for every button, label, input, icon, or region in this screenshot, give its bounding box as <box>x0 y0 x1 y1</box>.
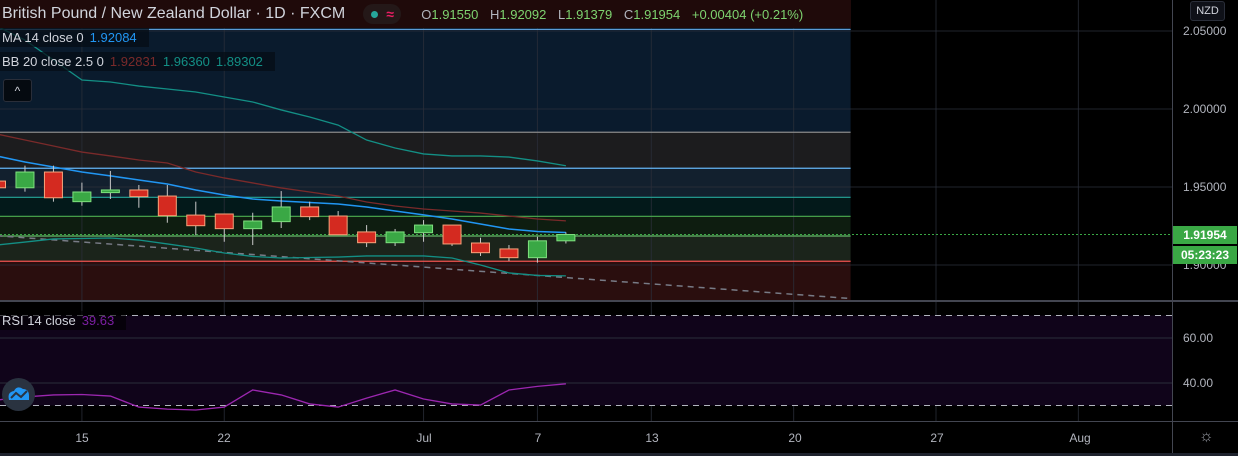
candle-down <box>300 206 320 218</box>
candle-up <box>556 234 576 242</box>
bb-label: BB 20 close 2.5 0 <box>2 54 104 69</box>
collapse-legend-button[interactable]: ^ <box>3 79 32 102</box>
wave-icon: ≈ <box>386 6 394 22</box>
price-label: 1.95000 <box>1183 180 1227 194</box>
green-dot-icon <box>371 10 379 18</box>
price-label: 2.00000 <box>1183 102 1227 116</box>
bb-legend[interactable]: BB 20 close 2.5 0 1.92831 1.96360 1.89302 <box>0 52 275 71</box>
currency-button[interactable]: NZD <box>1190 1 1225 21</box>
candle-up <box>271 206 291 223</box>
high-value: 1.92092 <box>499 6 547 22</box>
fib-zone <box>0 132 851 169</box>
bb-basis-value: 1.92831 <box>109 54 157 69</box>
candle-up <box>414 224 434 234</box>
last-price-tag: 1.91954 <box>1173 226 1237 244</box>
candle-down <box>328 215 348 236</box>
candle-up <box>527 240 547 259</box>
close-value: 1.91954 <box>633 6 681 22</box>
tradingview-logo[interactable] <box>2 378 35 411</box>
gear-icon[interactable]: ☼ <box>1199 428 1214 445</box>
bb-upper-line <box>0 27 567 167</box>
fib-zone <box>0 28 851 30</box>
rsi-legend[interactable]: RSI 14 close 39.63 <box>0 311 127 330</box>
time-label: 22 <box>217 431 231 445</box>
low-value: 1.91379 <box>565 6 613 22</box>
fib-zone <box>0 168 851 198</box>
time-label: 20 <box>788 431 802 445</box>
open-label: O <box>421 6 432 22</box>
candle-up <box>243 220 263 230</box>
candle-up <box>100 189 120 194</box>
change-value: +0.00404 (+0.21%) <box>691 6 804 22</box>
candle-down <box>186 214 206 227</box>
bottom-border <box>0 453 1238 456</box>
chevron-up-icon: ^ <box>14 84 21 98</box>
time-label: 13 <box>645 431 659 445</box>
symbol-header: British Pound / New Zealand Dollar · 1D … <box>0 0 851 28</box>
candle-down <box>442 224 462 245</box>
rsi-band <box>0 315 1172 406</box>
open-value: 1.91550 <box>431 6 479 22</box>
time-label: 7 <box>534 431 542 445</box>
price-label: 2.05000 <box>1183 24 1227 38</box>
candle-up <box>385 231 405 244</box>
ohlc-readout: O1.91550 H1.92092 L1.91379 C1.91954 +0.0… <box>421 7 811 22</box>
candle-down <box>0 180 6 189</box>
bb-basis-line <box>0 134 566 222</box>
ma-value: 1.92084 <box>89 30 137 45</box>
low-label: L <box>558 6 566 22</box>
rsi-axis-label: 60.00 <box>1183 331 1214 345</box>
candle-down <box>470 242 490 254</box>
candle-down <box>357 231 377 244</box>
countdown-tag: 05:23:23 <box>1173 246 1237 264</box>
bb-lower-value: 1.89302 <box>215 54 263 69</box>
ma-label: MA 14 close 0 <box>2 30 84 45</box>
high-label: H <box>489 6 500 22</box>
cloud-chart-icon <box>8 387 29 400</box>
rsi-axis-label: 40.00 <box>1183 376 1214 390</box>
candle-down <box>43 171 63 199</box>
rsi-line <box>0 383 566 411</box>
rsi-label: RSI 14 close <box>2 313 76 328</box>
time-label: Aug <box>1069 431 1091 445</box>
candle-down <box>214 213 234 230</box>
status-pill[interactable]: ≈ <box>363 4 402 24</box>
close-label: C <box>623 6 634 22</box>
time-label: 27 <box>930 431 944 445</box>
candle-down <box>499 248 519 259</box>
time-label: 15 <box>75 431 89 445</box>
symbol-title[interactable]: British Pound / New Zealand Dollar · 1D … <box>2 5 346 22</box>
ma-legend[interactable]: MA 14 close 0 1.92084 <box>0 28 149 47</box>
candle-up <box>72 191 92 203</box>
time-label: Jul <box>416 431 432 445</box>
bb-upper-value: 1.96360 <box>162 54 210 69</box>
candle-up <box>15 171 35 189</box>
candle-down <box>129 189 149 198</box>
bb-lower-line <box>0 237 566 277</box>
fib-zone <box>0 197 851 217</box>
rsi-value: 39.63 <box>81 313 115 328</box>
candle-down <box>157 195 177 217</box>
